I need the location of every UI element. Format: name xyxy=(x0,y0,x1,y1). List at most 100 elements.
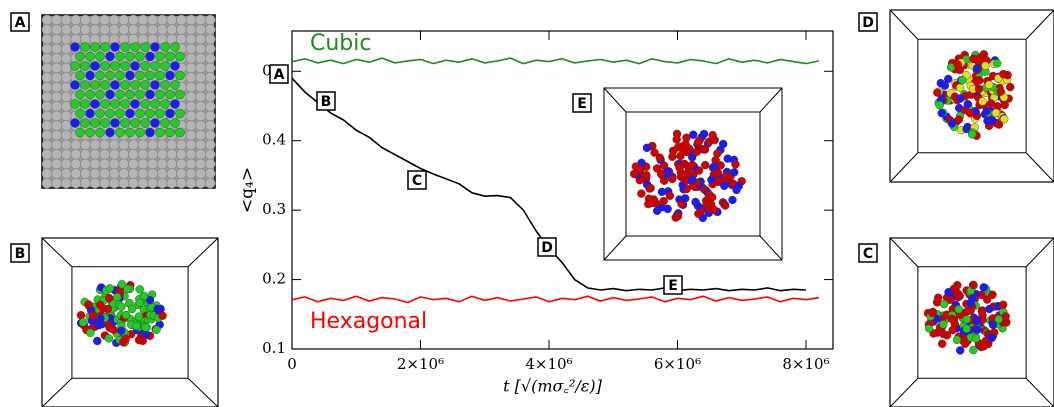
atom xyxy=(175,127,185,138)
atom xyxy=(160,80,170,90)
atom xyxy=(104,293,114,303)
atom xyxy=(977,307,987,316)
atom xyxy=(140,99,150,109)
atom xyxy=(105,284,115,293)
atom xyxy=(137,149,149,160)
snapshot-inner xyxy=(71,266,189,379)
atom xyxy=(663,204,672,214)
atom xyxy=(176,139,187,151)
atom xyxy=(95,51,105,62)
atom xyxy=(135,108,145,119)
atom xyxy=(99,168,110,179)
atom xyxy=(150,99,160,109)
atom xyxy=(51,33,62,45)
atom xyxy=(166,14,178,26)
atom xyxy=(105,108,115,119)
atom xyxy=(51,101,62,112)
atom xyxy=(988,116,997,125)
atom xyxy=(150,80,160,90)
atom xyxy=(155,89,165,100)
atom xyxy=(176,33,187,45)
atom xyxy=(80,61,90,71)
atom xyxy=(99,24,110,35)
atom xyxy=(672,135,681,144)
atom xyxy=(89,24,101,35)
atom xyxy=(987,333,996,343)
y-tick-label: 0.4 xyxy=(262,131,286,149)
atom xyxy=(60,149,72,160)
snapshot-edge xyxy=(187,377,219,407)
atom xyxy=(165,127,175,138)
atom xyxy=(51,158,62,170)
atom xyxy=(721,201,730,210)
atom xyxy=(166,139,178,151)
atom xyxy=(93,336,102,346)
atom xyxy=(185,43,197,55)
atom xyxy=(76,311,86,320)
atom xyxy=(100,99,110,109)
atom xyxy=(75,108,85,119)
atom xyxy=(160,99,170,109)
atom xyxy=(70,14,82,26)
atom xyxy=(185,101,197,112)
atom xyxy=(709,162,719,171)
atom xyxy=(978,97,987,106)
atom xyxy=(204,177,216,189)
atom xyxy=(156,149,168,160)
atom xyxy=(974,84,984,94)
atom xyxy=(673,212,683,221)
atom xyxy=(108,168,120,179)
atom xyxy=(185,139,197,151)
atom xyxy=(90,99,100,109)
atom xyxy=(176,149,187,160)
atom xyxy=(105,89,115,100)
atom xyxy=(118,158,130,170)
atom xyxy=(981,61,990,70)
atom xyxy=(956,94,965,103)
atom xyxy=(155,51,165,62)
snapshot-edge xyxy=(889,9,919,40)
atom xyxy=(958,75,967,85)
atom xyxy=(204,110,216,122)
atom xyxy=(728,195,737,205)
atom xyxy=(170,80,180,90)
atom xyxy=(702,199,711,208)
atom xyxy=(988,290,997,299)
atom xyxy=(121,310,131,320)
atom xyxy=(41,177,53,189)
atom xyxy=(140,61,150,71)
atom xyxy=(80,168,91,179)
atom xyxy=(723,154,732,163)
label-box xyxy=(537,237,557,257)
atom xyxy=(165,108,175,119)
atom xyxy=(60,43,72,55)
atom xyxy=(964,306,973,316)
atom xyxy=(75,89,85,100)
atom xyxy=(630,169,639,179)
atom xyxy=(108,24,120,35)
atom xyxy=(110,42,120,52)
atom xyxy=(714,177,723,186)
snapshot-edge xyxy=(41,237,73,268)
atom xyxy=(983,295,992,304)
atom xyxy=(655,153,665,162)
atom xyxy=(100,42,110,52)
atom xyxy=(86,328,95,337)
atom xyxy=(147,177,158,189)
atom xyxy=(60,33,72,45)
atom xyxy=(105,51,115,62)
atom xyxy=(145,108,155,119)
atom xyxy=(41,33,53,45)
atom xyxy=(166,24,178,35)
atom xyxy=(166,149,178,160)
atom xyxy=(708,193,717,202)
atom xyxy=(120,99,130,109)
atom xyxy=(204,72,216,83)
atom xyxy=(665,191,675,200)
atom xyxy=(968,294,977,303)
atom xyxy=(60,129,72,141)
atom xyxy=(195,129,206,141)
atom xyxy=(176,24,187,35)
atom xyxy=(120,80,130,90)
inset-edge xyxy=(603,235,627,261)
